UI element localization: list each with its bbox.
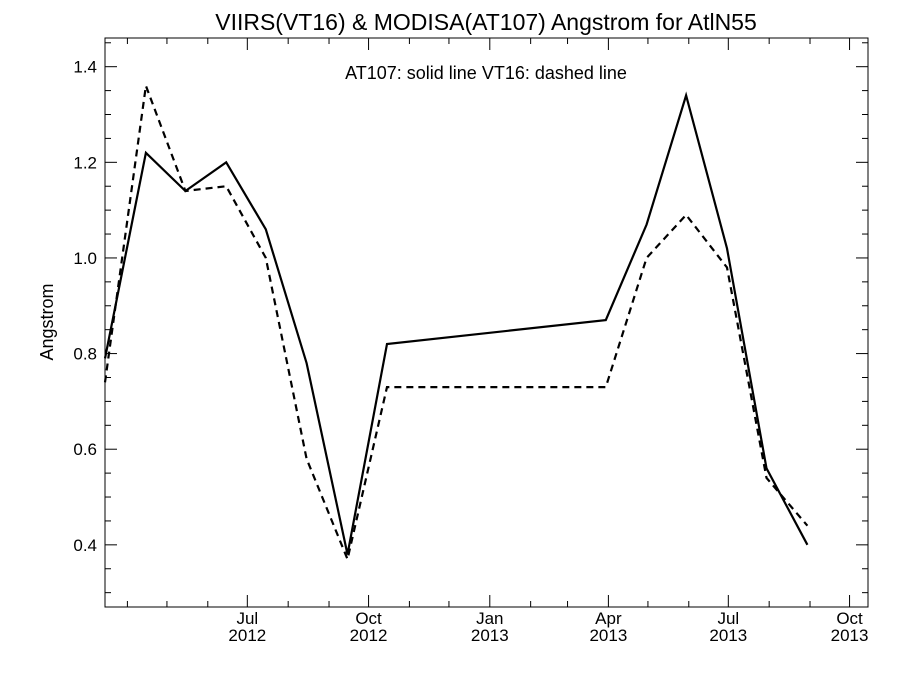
y-tick-label: 1.0 xyxy=(73,249,97,268)
x-tick-label-month: Apr xyxy=(595,609,622,628)
y-tick-label: 0.6 xyxy=(73,440,97,459)
x-tick-label-year: 2013 xyxy=(589,626,627,645)
series-line-at107 xyxy=(103,91,809,555)
x-tick-label-year: 2013 xyxy=(471,626,509,645)
series-line-vt16 xyxy=(103,85,809,563)
x-tick-label-month: Oct xyxy=(355,609,382,628)
y-tick-label: 0.8 xyxy=(73,345,97,364)
chart-title: VIIRS(VT16) & MODISA(AT107) Angstrom for… xyxy=(215,9,757,35)
x-tick-label-year: 2012 xyxy=(228,626,266,645)
x-tick-label-year: 2012 xyxy=(350,626,388,645)
y-tick-label: 1.2 xyxy=(73,153,97,172)
x-tick-label-year: 2013 xyxy=(831,626,869,645)
axis-ticks: 0.40.60.81.01.21.4Jul2012Oct2012Jan2013A… xyxy=(73,38,868,645)
x-tick-label-month: Jan xyxy=(476,609,503,628)
series-layer xyxy=(103,85,809,563)
x-tick-label-year: 2013 xyxy=(709,626,747,645)
y-axis-label: Angstrom xyxy=(37,283,57,360)
y-tick-label: 0.4 xyxy=(73,536,97,555)
x-tick-label-month: Oct xyxy=(836,609,863,628)
plot-frame xyxy=(104,37,869,608)
legend-annotation: AT107: solid line VT16: dashed line xyxy=(345,63,627,83)
y-tick-label: 1.4 xyxy=(73,58,97,77)
x-tick-label-month: Jul xyxy=(717,609,739,628)
x-tick-label-month: Jul xyxy=(236,609,258,628)
